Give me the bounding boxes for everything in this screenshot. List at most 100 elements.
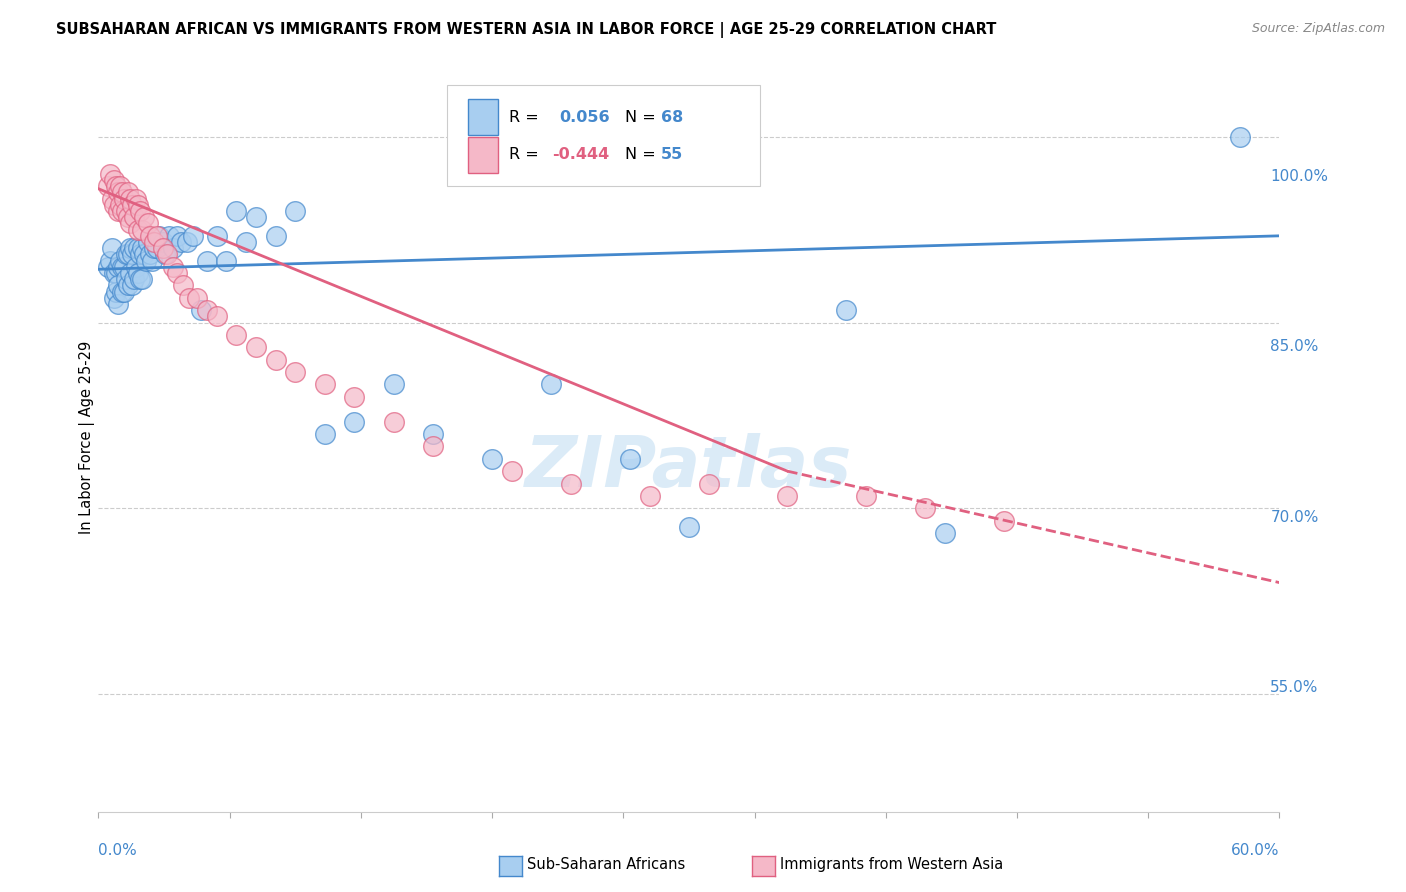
Point <box>194 247 217 261</box>
Point <box>204 270 226 285</box>
Point <box>176 202 198 217</box>
Point <box>197 299 219 313</box>
Point <box>256 316 278 330</box>
Point <box>221 259 243 273</box>
Point <box>194 225 217 239</box>
Point <box>197 270 219 285</box>
Point <box>225 265 247 279</box>
Text: -0.444: -0.444 <box>595 184 651 199</box>
Point <box>274 259 297 273</box>
Point <box>800 497 823 511</box>
Text: 55: 55 <box>695 184 717 199</box>
Text: R =: R = <box>555 184 591 199</box>
Point <box>186 310 209 324</box>
Point <box>200 225 222 239</box>
Point <box>209 265 232 279</box>
Text: Immigrants from Western Asia: Immigrants from Western Asia <box>780 857 1004 871</box>
Point <box>191 304 214 318</box>
Point <box>437 429 460 443</box>
Point <box>201 230 224 244</box>
Point <box>328 259 350 273</box>
Text: Sub-Saharan Africans: Sub-Saharan Africans <box>527 857 686 871</box>
Point <box>183 287 205 301</box>
Point <box>209 247 232 261</box>
Text: 0.056: 0.056 <box>600 150 651 165</box>
Point <box>184 230 207 244</box>
Point <box>204 253 226 268</box>
Point <box>183 219 205 234</box>
Point <box>582 395 605 409</box>
Point <box>264 327 287 342</box>
Point <box>177 270 200 285</box>
Point <box>184 213 207 227</box>
Point <box>346 384 368 398</box>
Point <box>945 532 967 546</box>
Point <box>183 304 205 318</box>
Point <box>527 463 550 477</box>
Point <box>247 316 270 330</box>
Point <box>546 475 568 489</box>
Point <box>200 287 222 301</box>
Point <box>374 441 396 455</box>
Point <box>243 304 266 318</box>
Point <box>474 441 496 455</box>
Point <box>274 333 297 347</box>
Point <box>212 276 235 290</box>
Point <box>179 208 201 222</box>
Point <box>328 372 350 386</box>
Point <box>655 463 678 477</box>
Point <box>188 225 211 239</box>
Point <box>233 287 256 301</box>
Point <box>201 293 224 307</box>
Text: 60.0%: 60.0% <box>1232 843 1279 858</box>
Point <box>259 327 281 342</box>
Point <box>194 293 217 307</box>
Point <box>214 282 236 296</box>
FancyBboxPatch shape <box>517 141 544 174</box>
Point <box>215 265 238 279</box>
Point <box>191 276 214 290</box>
Point <box>207 276 229 290</box>
Text: N =: N = <box>662 150 697 165</box>
Point <box>928 508 950 523</box>
Point <box>600 486 623 500</box>
Point <box>673 497 696 511</box>
Point <box>873 497 896 511</box>
Point <box>195 276 218 290</box>
Point <box>215 270 238 285</box>
Point <box>202 276 225 290</box>
Point <box>183 236 205 251</box>
Point <box>710 525 733 540</box>
Point <box>181 310 204 324</box>
Point <box>201 270 224 285</box>
Point <box>233 270 256 285</box>
Point <box>183 321 205 335</box>
Point <box>474 452 496 467</box>
Point <box>212 259 235 273</box>
Point <box>179 293 201 307</box>
Point <box>301 265 323 279</box>
Point <box>291 236 314 251</box>
Point <box>291 350 314 364</box>
Point <box>191 219 214 234</box>
Text: Source: ZipAtlas.com: Source: ZipAtlas.com <box>1251 22 1385 36</box>
Point <box>181 293 204 307</box>
Point <box>283 282 305 296</box>
FancyBboxPatch shape <box>517 175 544 208</box>
Point <box>201 253 224 268</box>
Point <box>309 242 332 256</box>
Point <box>401 407 423 421</box>
Point <box>346 236 368 251</box>
Point <box>219 270 242 285</box>
Point <box>204 299 226 313</box>
Point <box>173 213 195 227</box>
Point <box>1218 168 1240 182</box>
Point <box>252 259 274 273</box>
Text: N =: N = <box>662 184 697 199</box>
Point <box>179 230 201 244</box>
Point <box>197 242 219 256</box>
Point <box>179 316 201 330</box>
Point <box>186 219 209 234</box>
Point <box>437 395 460 409</box>
Point <box>264 282 287 296</box>
